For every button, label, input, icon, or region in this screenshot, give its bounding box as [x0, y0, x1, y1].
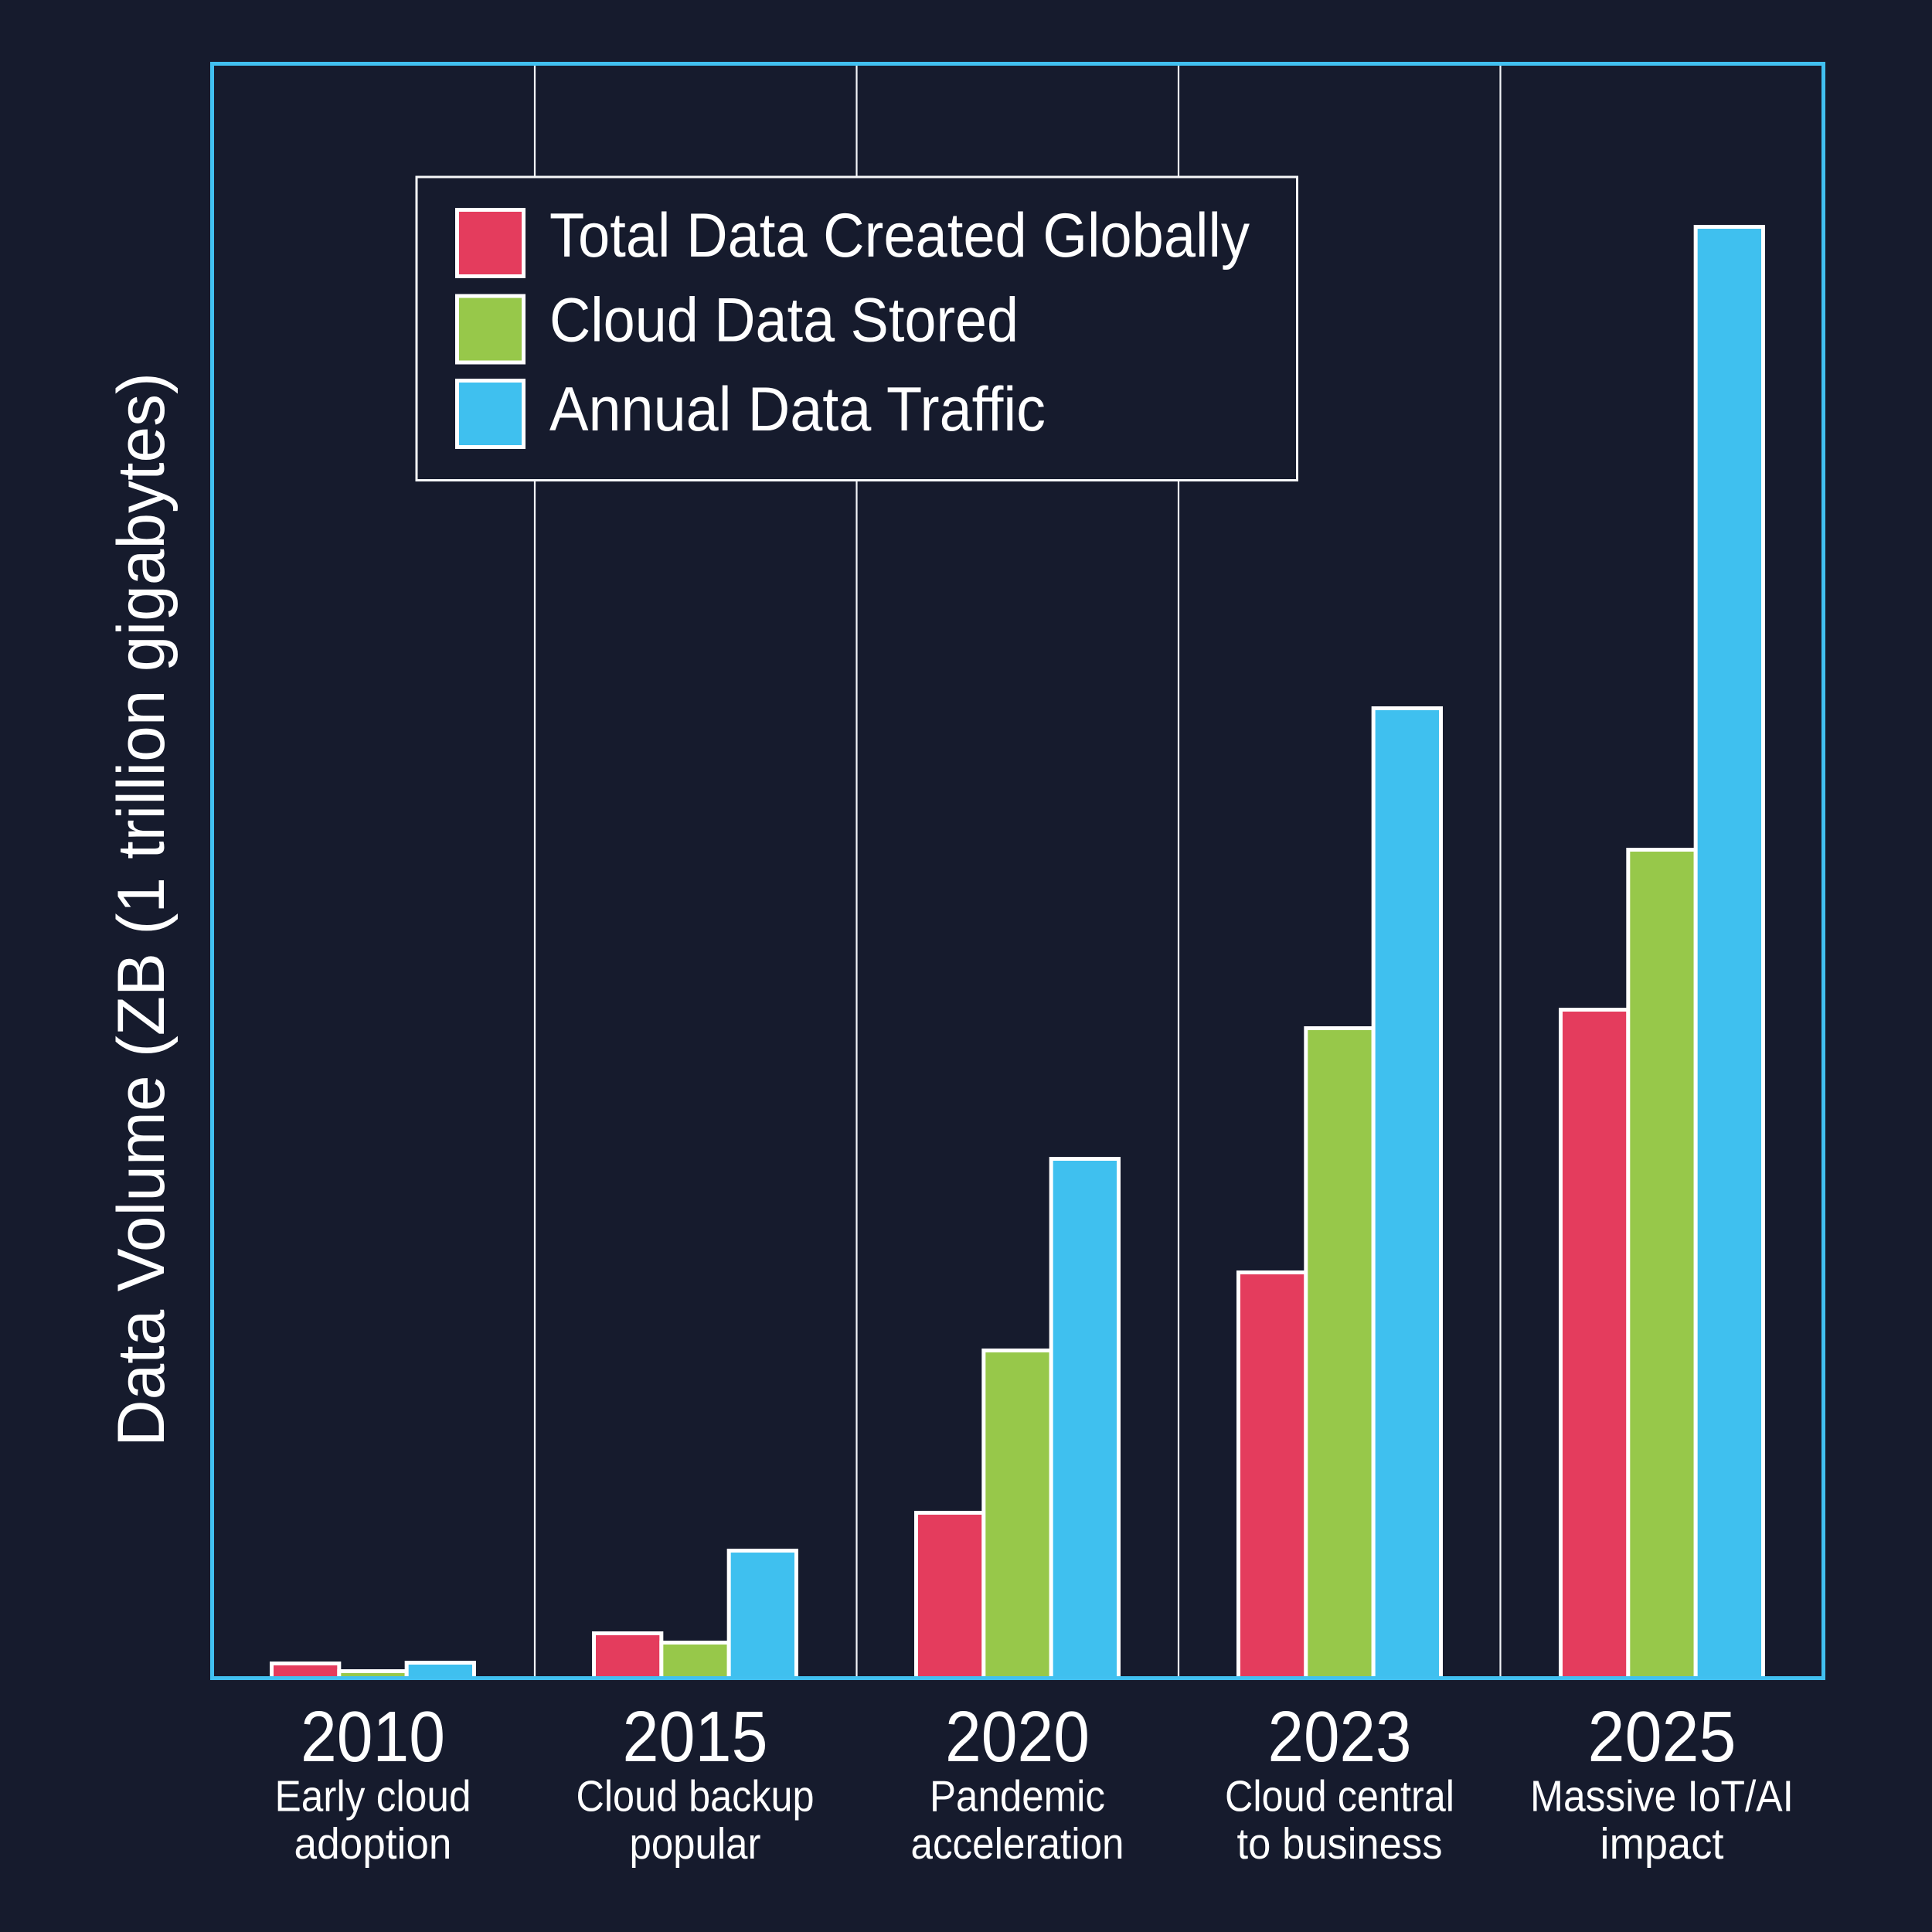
svg-text:Data Volume (ZB (1 trillion gi: Data Volume (ZB (1 trillion gigabytes)	[104, 372, 179, 1447]
svg-text:Total Data Created Globally: Total Data Created Globally	[549, 201, 1250, 270]
svg-text:Early cloud: Early cloud	[275, 1772, 471, 1821]
svg-text:2015: 2015	[623, 1696, 768, 1777]
svg-text:Cloud Data Stored: Cloud Data Stored	[549, 286, 1019, 355]
svg-text:to business: to business	[1237, 1819, 1443, 1868]
svg-text:adoption: adoption	[294, 1819, 452, 1868]
svg-text:2010: 2010	[301, 1696, 445, 1777]
svg-text:acceleration: acceleration	[911, 1819, 1124, 1868]
svg-text:2020: 2020	[945, 1696, 1090, 1777]
svg-text:2025: 2025	[1588, 1696, 1736, 1777]
svg-text:2023: 2023	[1268, 1696, 1412, 1777]
svg-text:Cloud central: Cloud central	[1225, 1772, 1454, 1821]
svg-text:Pandemic: Pandemic	[930, 1772, 1105, 1821]
svg-text:impact: impact	[1600, 1819, 1724, 1868]
svg-text:Annual Data Traffic: Annual Data Traffic	[549, 375, 1046, 444]
svg-text:Cloud backup: Cloud backup	[577, 1772, 815, 1821]
svg-text:popular: popular	[630, 1819, 761, 1868]
svg-text:Massive IoT/AI: Massive IoT/AI	[1530, 1772, 1794, 1821]
